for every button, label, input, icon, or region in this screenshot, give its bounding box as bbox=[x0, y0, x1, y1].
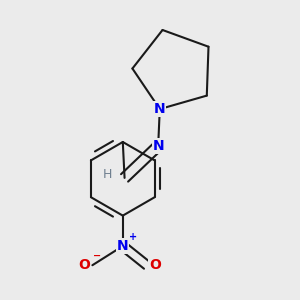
Text: H: H bbox=[102, 168, 112, 181]
Text: N: N bbox=[117, 239, 129, 253]
Text: +: + bbox=[129, 232, 137, 242]
Text: N: N bbox=[152, 139, 164, 153]
Text: N: N bbox=[154, 102, 166, 116]
Text: −: − bbox=[92, 251, 101, 261]
Text: O: O bbox=[79, 258, 90, 272]
Text: O: O bbox=[149, 258, 161, 272]
